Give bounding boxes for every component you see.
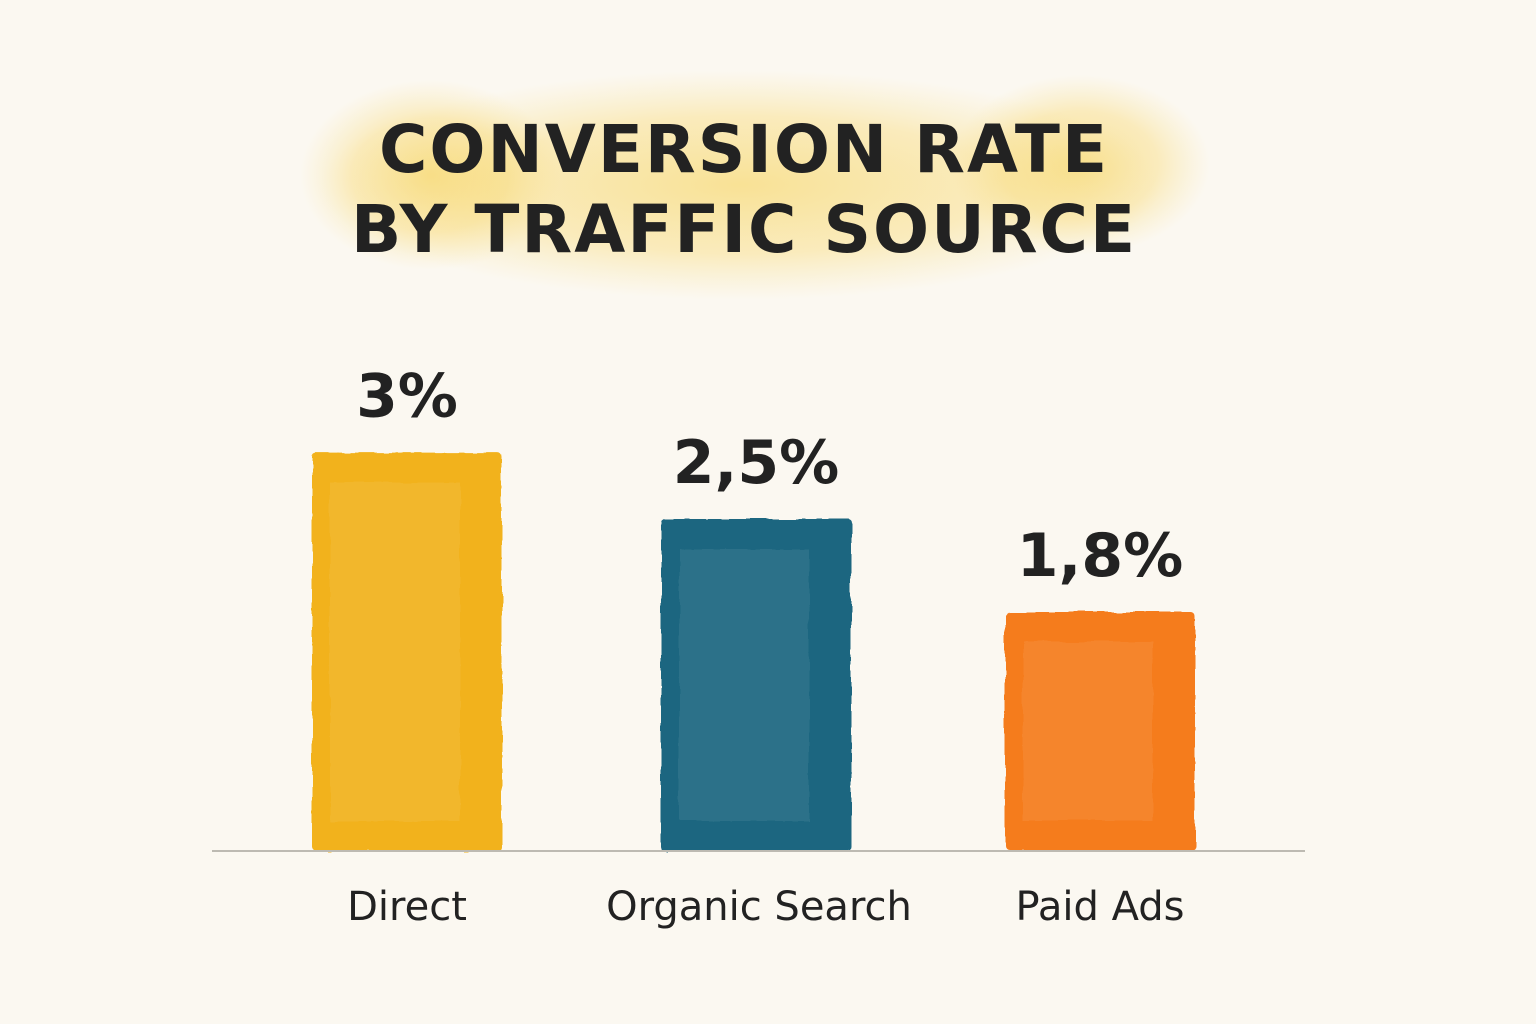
value-labels-layer: 3% 2,5% 1,8% <box>356 362 1183 591</box>
bar-texture <box>330 482 460 821</box>
bar-texture <box>1023 641 1153 821</box>
category-label: Direct <box>347 884 467 930</box>
bar-texture <box>679 548 809 821</box>
category-labels-layer: Direct Organic Search Paid Ads <box>347 884 1184 930</box>
value-label: 2,5% <box>673 428 839 498</box>
value-label: 3% <box>356 362 458 432</box>
category-label: Paid Ads <box>1016 884 1185 930</box>
bars-layer <box>312 452 1195 851</box>
value-label: 1,8% <box>1017 521 1183 591</box>
title-line-2: BY TRAFFIC SOURCE <box>351 191 1137 268</box>
title-wash <box>300 70 1210 300</box>
chart-title: CONVERSION RATE BY TRAFFIC SOURCE <box>351 111 1137 268</box>
title-line-1: CONVERSION RATE <box>379 111 1109 188</box>
category-label: Organic Search <box>606 884 912 930</box>
